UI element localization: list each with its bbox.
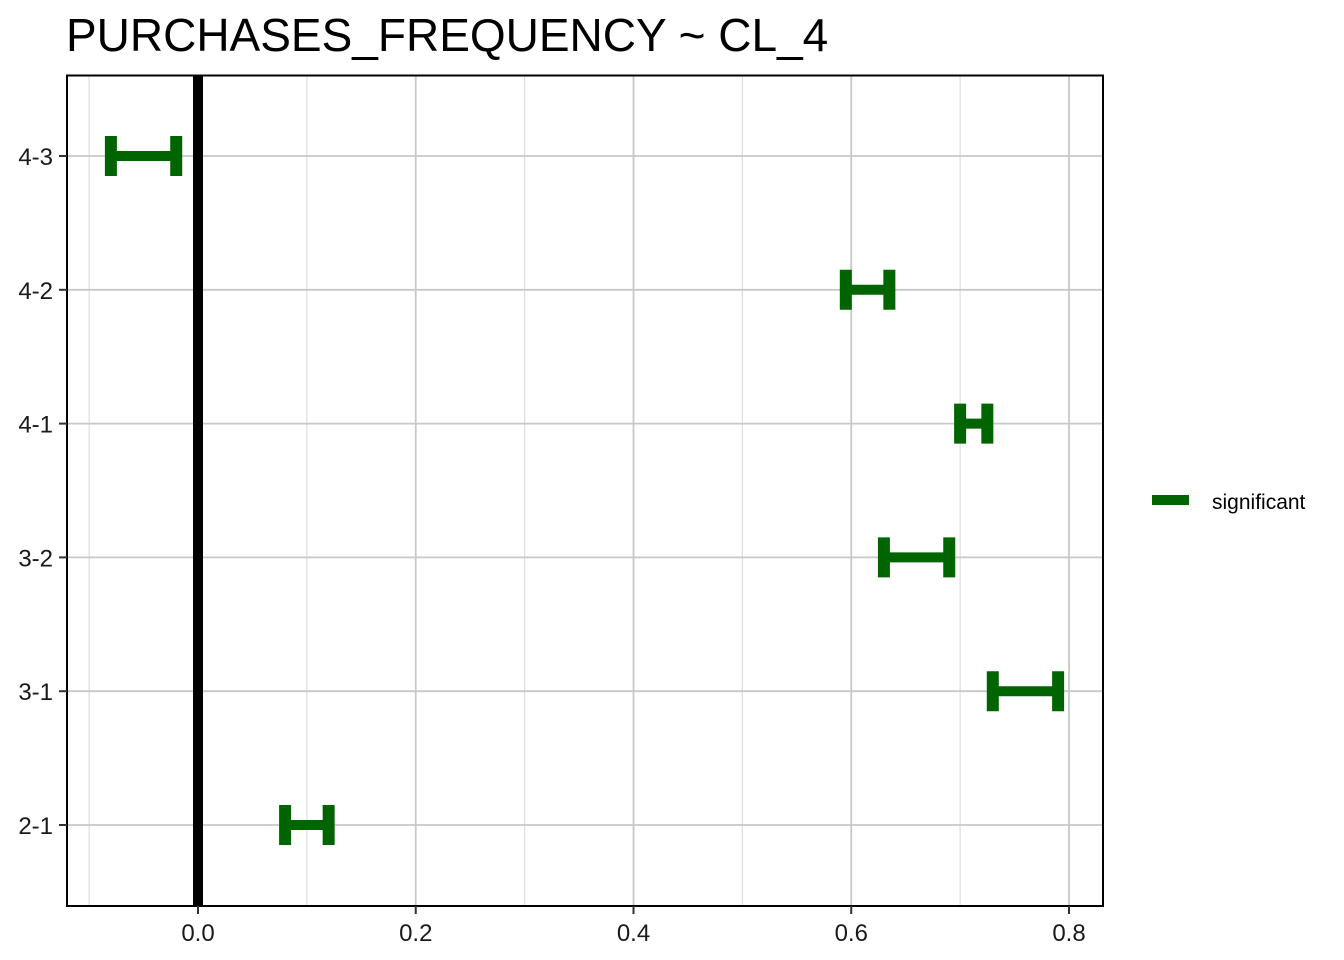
x-tick-label: 0.8 [1052,920,1085,947]
y-tick-label: 3-1 [18,679,53,706]
errorbar-3-1 [986,671,1065,712]
errorbar-4-1 [954,403,994,444]
x-axis: 0.0 0.2 0.4 0.6 0.8 [181,906,1086,947]
errorbar-4-3 [104,136,183,176]
y-tick-label: 4-1 [18,412,53,439]
y-tick-label: 2-1 [18,813,53,840]
y-tick-label: 4-3 [18,144,53,171]
errorbar-2-1 [279,805,335,845]
grid [67,75,1103,906]
x-tick-label: 0.2 [399,920,432,947]
y-tick-label: 4-2 [18,278,53,305]
x-tick-label: 0.4 [617,920,650,947]
error-bars [104,136,1065,845]
x-tick-label: 0.6 [835,920,868,947]
y-axis: 4-3 4-2 4-1 3-2 3-1 2-1 [18,144,67,840]
x-tick-label: 0.0 [181,920,214,947]
y-tick-label: 3-2 [18,545,53,572]
plot-panel-border [66,74,1104,907]
legend: significant [1152,491,1306,514]
errorbar-4-2 [839,269,896,310]
legend-label-significant: significant [1212,491,1306,514]
errorbar-3-2 [877,537,956,578]
chart-title: PURCHASES_FREQUENCY ~ CL_4 [66,9,828,61]
